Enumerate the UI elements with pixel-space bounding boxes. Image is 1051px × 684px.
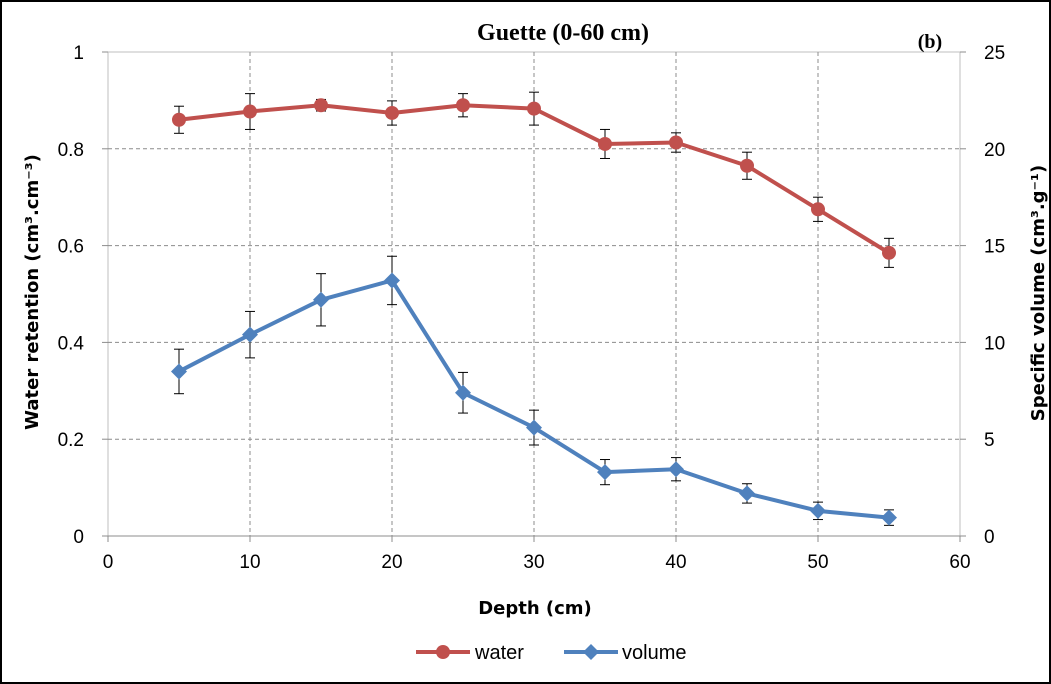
x-tick-label: 50: [807, 552, 828, 573]
data-point-volume: [313, 291, 329, 308]
y-left-tick-label: 0: [73, 527, 84, 548]
legend-volume-marker: [583, 644, 599, 660]
x-tick-label: 30: [523, 552, 544, 573]
data-point-volume: [384, 272, 400, 289]
legend: water volume: [416, 642, 686, 664]
data-point-volume: [668, 461, 684, 478]
y-right-tick-labels: 0 5 10 15 20 25: [984, 43, 1005, 548]
y-right-tick-label: 15: [984, 237, 1005, 258]
data-point-volume: [526, 419, 542, 436]
y-left-axis-title: Water retention (cm³.cm⁻³): [22, 154, 43, 430]
x-tick-label: 20: [381, 552, 402, 573]
y-right-axis-title: Specific volume (cm³.g⁻¹): [1028, 165, 1049, 421]
data-point-water: [243, 104, 257, 119]
panel-label: (b): [918, 31, 942, 53]
legend-water-label: water: [474, 642, 524, 664]
y-left-tick-label: 0.2: [58, 430, 84, 451]
series-layer: [171, 91, 897, 526]
data-point-water: [456, 98, 470, 113]
data-point-water: [527, 101, 541, 116]
series-water: [172, 91, 896, 268]
data-point-volume: [739, 485, 755, 502]
data-point-water: [811, 202, 825, 217]
data-point-volume: [242, 326, 258, 343]
legend-water-marker: [436, 645, 450, 659]
y-right-tick-label: 25: [984, 43, 1005, 64]
y-left-tick-label: 0.4: [58, 333, 85, 354]
data-point-volume: [881, 509, 897, 526]
x-tick-label: 60: [949, 552, 970, 573]
x-tick-label: 40: [665, 552, 686, 573]
y-left-tick-labels: 0 0.2 0.4 0.6 0.8 1: [58, 43, 85, 548]
y-right-tick-label: 5: [984, 430, 995, 451]
data-point-volume: [810, 502, 826, 519]
data-point-water: [314, 98, 328, 113]
y-left-tick-label: 0.8: [58, 140, 84, 161]
chart-title: Guette (0-60 cm): [477, 20, 649, 46]
data-point-water: [172, 112, 186, 127]
data-point-water: [740, 158, 754, 173]
data-point-volume: [455, 384, 471, 401]
y-left-tick-label: 0.6: [58, 237, 84, 258]
data-point-volume: [597, 464, 613, 481]
series-volume: [171, 255, 897, 526]
legend-volume-label: volume: [622, 642, 686, 664]
x-tick-label: 0: [103, 552, 114, 573]
data-point-water: [598, 136, 612, 151]
data-point-water: [385, 105, 399, 120]
data-point-volume: [171, 363, 187, 380]
data-point-water: [669, 135, 683, 150]
x-axis-title: Depth (cm): [478, 598, 592, 619]
y-left-tick-label: 1: [73, 43, 84, 64]
x-tick-label: 10: [239, 552, 260, 573]
y-right-tick-label: 20: [984, 140, 1005, 161]
data-point-water: [882, 245, 896, 260]
y-right-tick-label: 0: [984, 527, 995, 548]
y-right-tick-label: 10: [984, 333, 1005, 354]
x-tick-labels: 0 10 20 30 40 50 60: [103, 552, 971, 573]
